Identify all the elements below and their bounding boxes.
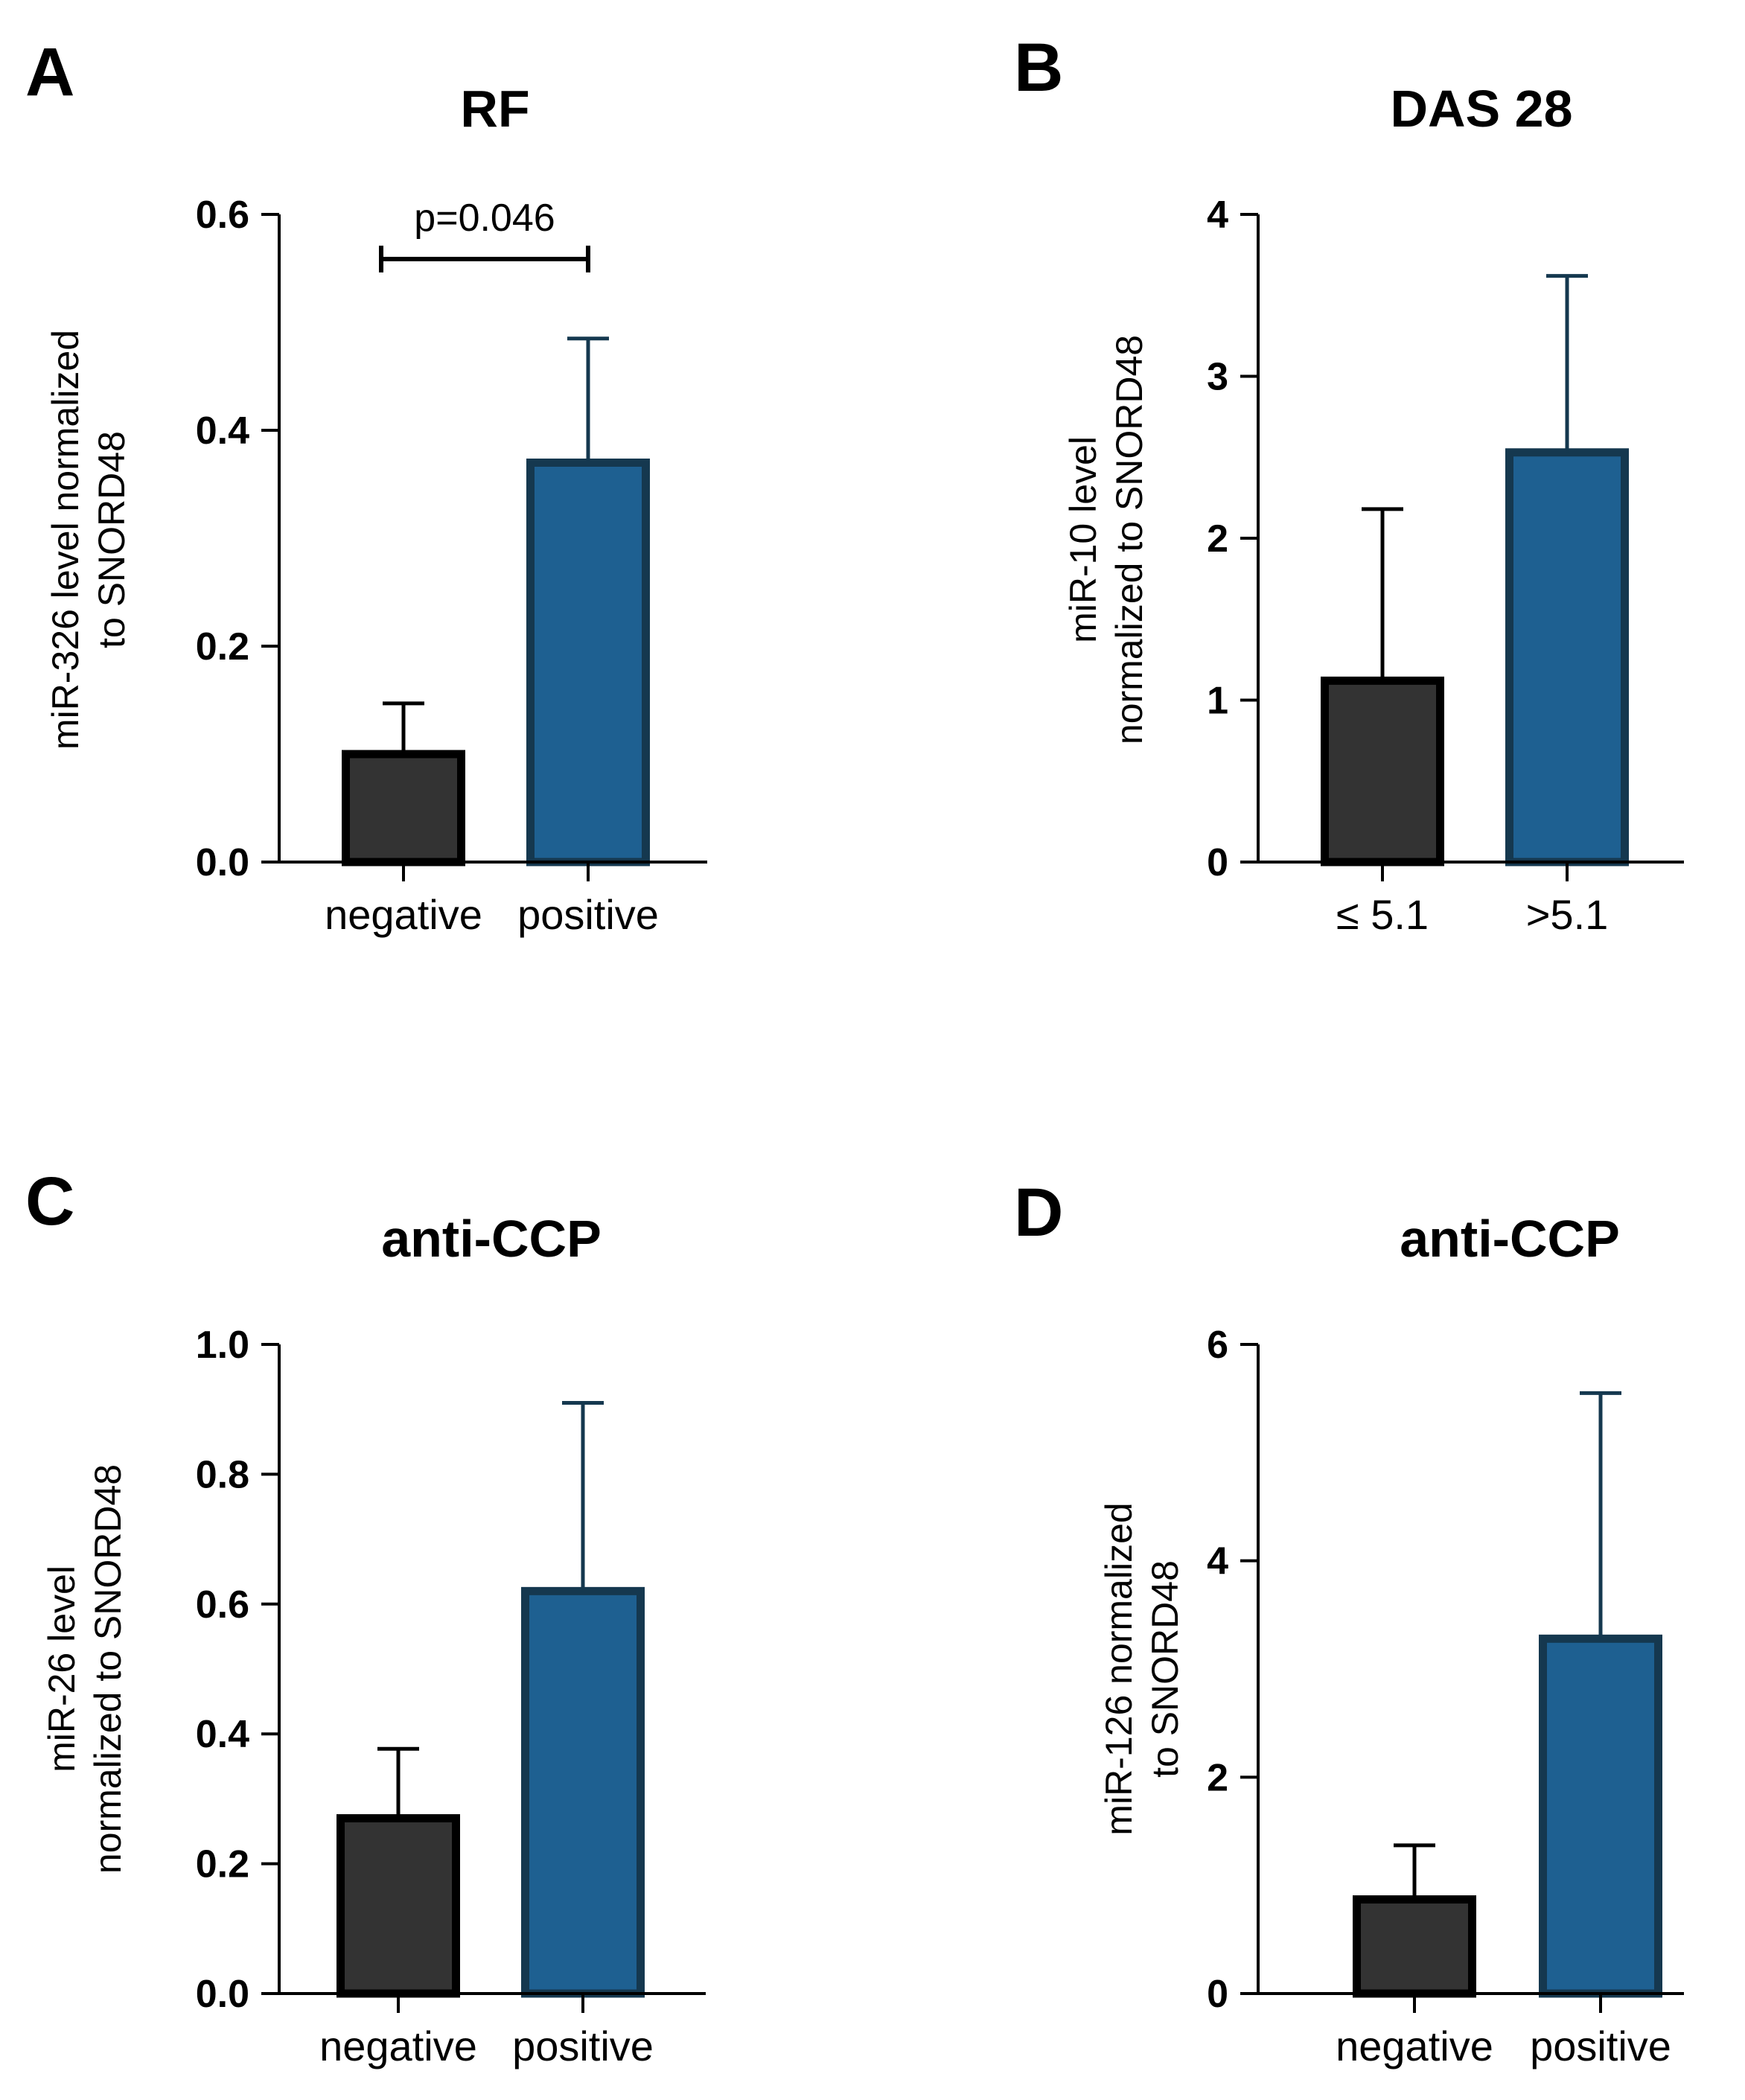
bar-0 (1321, 676, 1444, 867)
y-tick-label: 0 (1207, 1973, 1228, 2016)
bar-1 (1539, 1634, 1662, 1998)
x-tick-label: ≤ 5.1 (1336, 891, 1429, 938)
x-tick-label: negative (319, 2023, 477, 2069)
y-tick-label: 0.6 (196, 1583, 249, 1627)
y-axis-label-line: to SNORD48 (1144, 1560, 1186, 1778)
y-axis-label-line: miR-326 level normalized (45, 330, 86, 750)
y-tick-label: 2 (1207, 1756, 1228, 1799)
panel-letter: B (1014, 30, 1063, 106)
panel-letter: C (25, 1164, 74, 1239)
p-value-annotation: p=0.046 (414, 197, 555, 240)
y-tick-label: 6 (1207, 1324, 1228, 1367)
y-tick-label: 3 (1207, 356, 1228, 399)
y-tick-label: 0.6 (196, 194, 249, 237)
chart-title: RF (460, 80, 529, 138)
x-tick-label: positive (1530, 2023, 1671, 2069)
y-axis-label-line: miR-126 normalized (1098, 1502, 1140, 1835)
y-axis-label-line: normalized to SNORD48 (1108, 335, 1150, 744)
y-tick-label: 1 (1207, 680, 1228, 723)
y-axis-label-line: normalized to SNORD48 (87, 1464, 129, 1874)
x-tick-label: >5.1 (1526, 891, 1609, 938)
chart-title: anti-CCP (381, 1210, 602, 1268)
x-tick-label: positive (512, 2023, 654, 2069)
y-tick-label: 4 (1207, 1540, 1228, 1583)
chart-title: DAS 28 (1390, 80, 1572, 138)
panel-letter: A (25, 34, 74, 110)
y-tick-label: 0.2 (196, 1843, 249, 1886)
y-axis-label-line: to SNORD48 (91, 431, 133, 648)
x-tick-label: negative (325, 891, 482, 938)
chart-title: anti-CCP (1400, 1210, 1620, 1268)
y-axis-label: miR-126 normalized to SNORD48 (1098, 1502, 1186, 1835)
y-axis-label-line: miR-10 level (1062, 436, 1104, 643)
bar-1 (521, 1586, 645, 1998)
y-axis-label-line: miR-26 level (41, 1566, 83, 1772)
y-tick-label: 0.0 (196, 1973, 249, 2016)
y-tick-label: 0.2 (196, 625, 249, 668)
y-tick-label: 0.4 (196, 1713, 249, 1756)
x-tick-label: negative (1336, 2023, 1493, 2069)
y-axis-label: miR-26 level normalized to SNORD48 (41, 1464, 129, 1874)
chart-panel-b: B DAS 28 miR-10 level normalized to SNORD48… (1014, 30, 1684, 938)
y-tick-label: 2 (1207, 517, 1228, 561)
bar-1 (526, 459, 650, 867)
bar-0 (1353, 1895, 1476, 1998)
y-tick-label: 0 (1207, 841, 1228, 884)
y-axis-label: miR-10 level normalized to SNORD48 (1062, 335, 1150, 744)
bar-1 (1505, 448, 1629, 867)
bar-0 (336, 1814, 460, 1998)
panel-letter: D (1014, 1175, 1063, 1251)
y-axis-label: miR-326 level normalized to SNORD48 (45, 330, 133, 750)
chart-panel-a: A RF miR-326 level normalized to SNORD48 0.0… (25, 34, 707, 938)
x-tick-label: positive (517, 891, 659, 938)
bar-0 (342, 750, 465, 867)
y-tick-label: 0.4 (196, 409, 249, 453)
y-tick-label: 4 (1207, 194, 1228, 237)
y-tick-label: 0.0 (196, 841, 249, 884)
y-tick-label: 0.8 (196, 1453, 249, 1496)
y-tick-label: 1.0 (196, 1324, 249, 1367)
